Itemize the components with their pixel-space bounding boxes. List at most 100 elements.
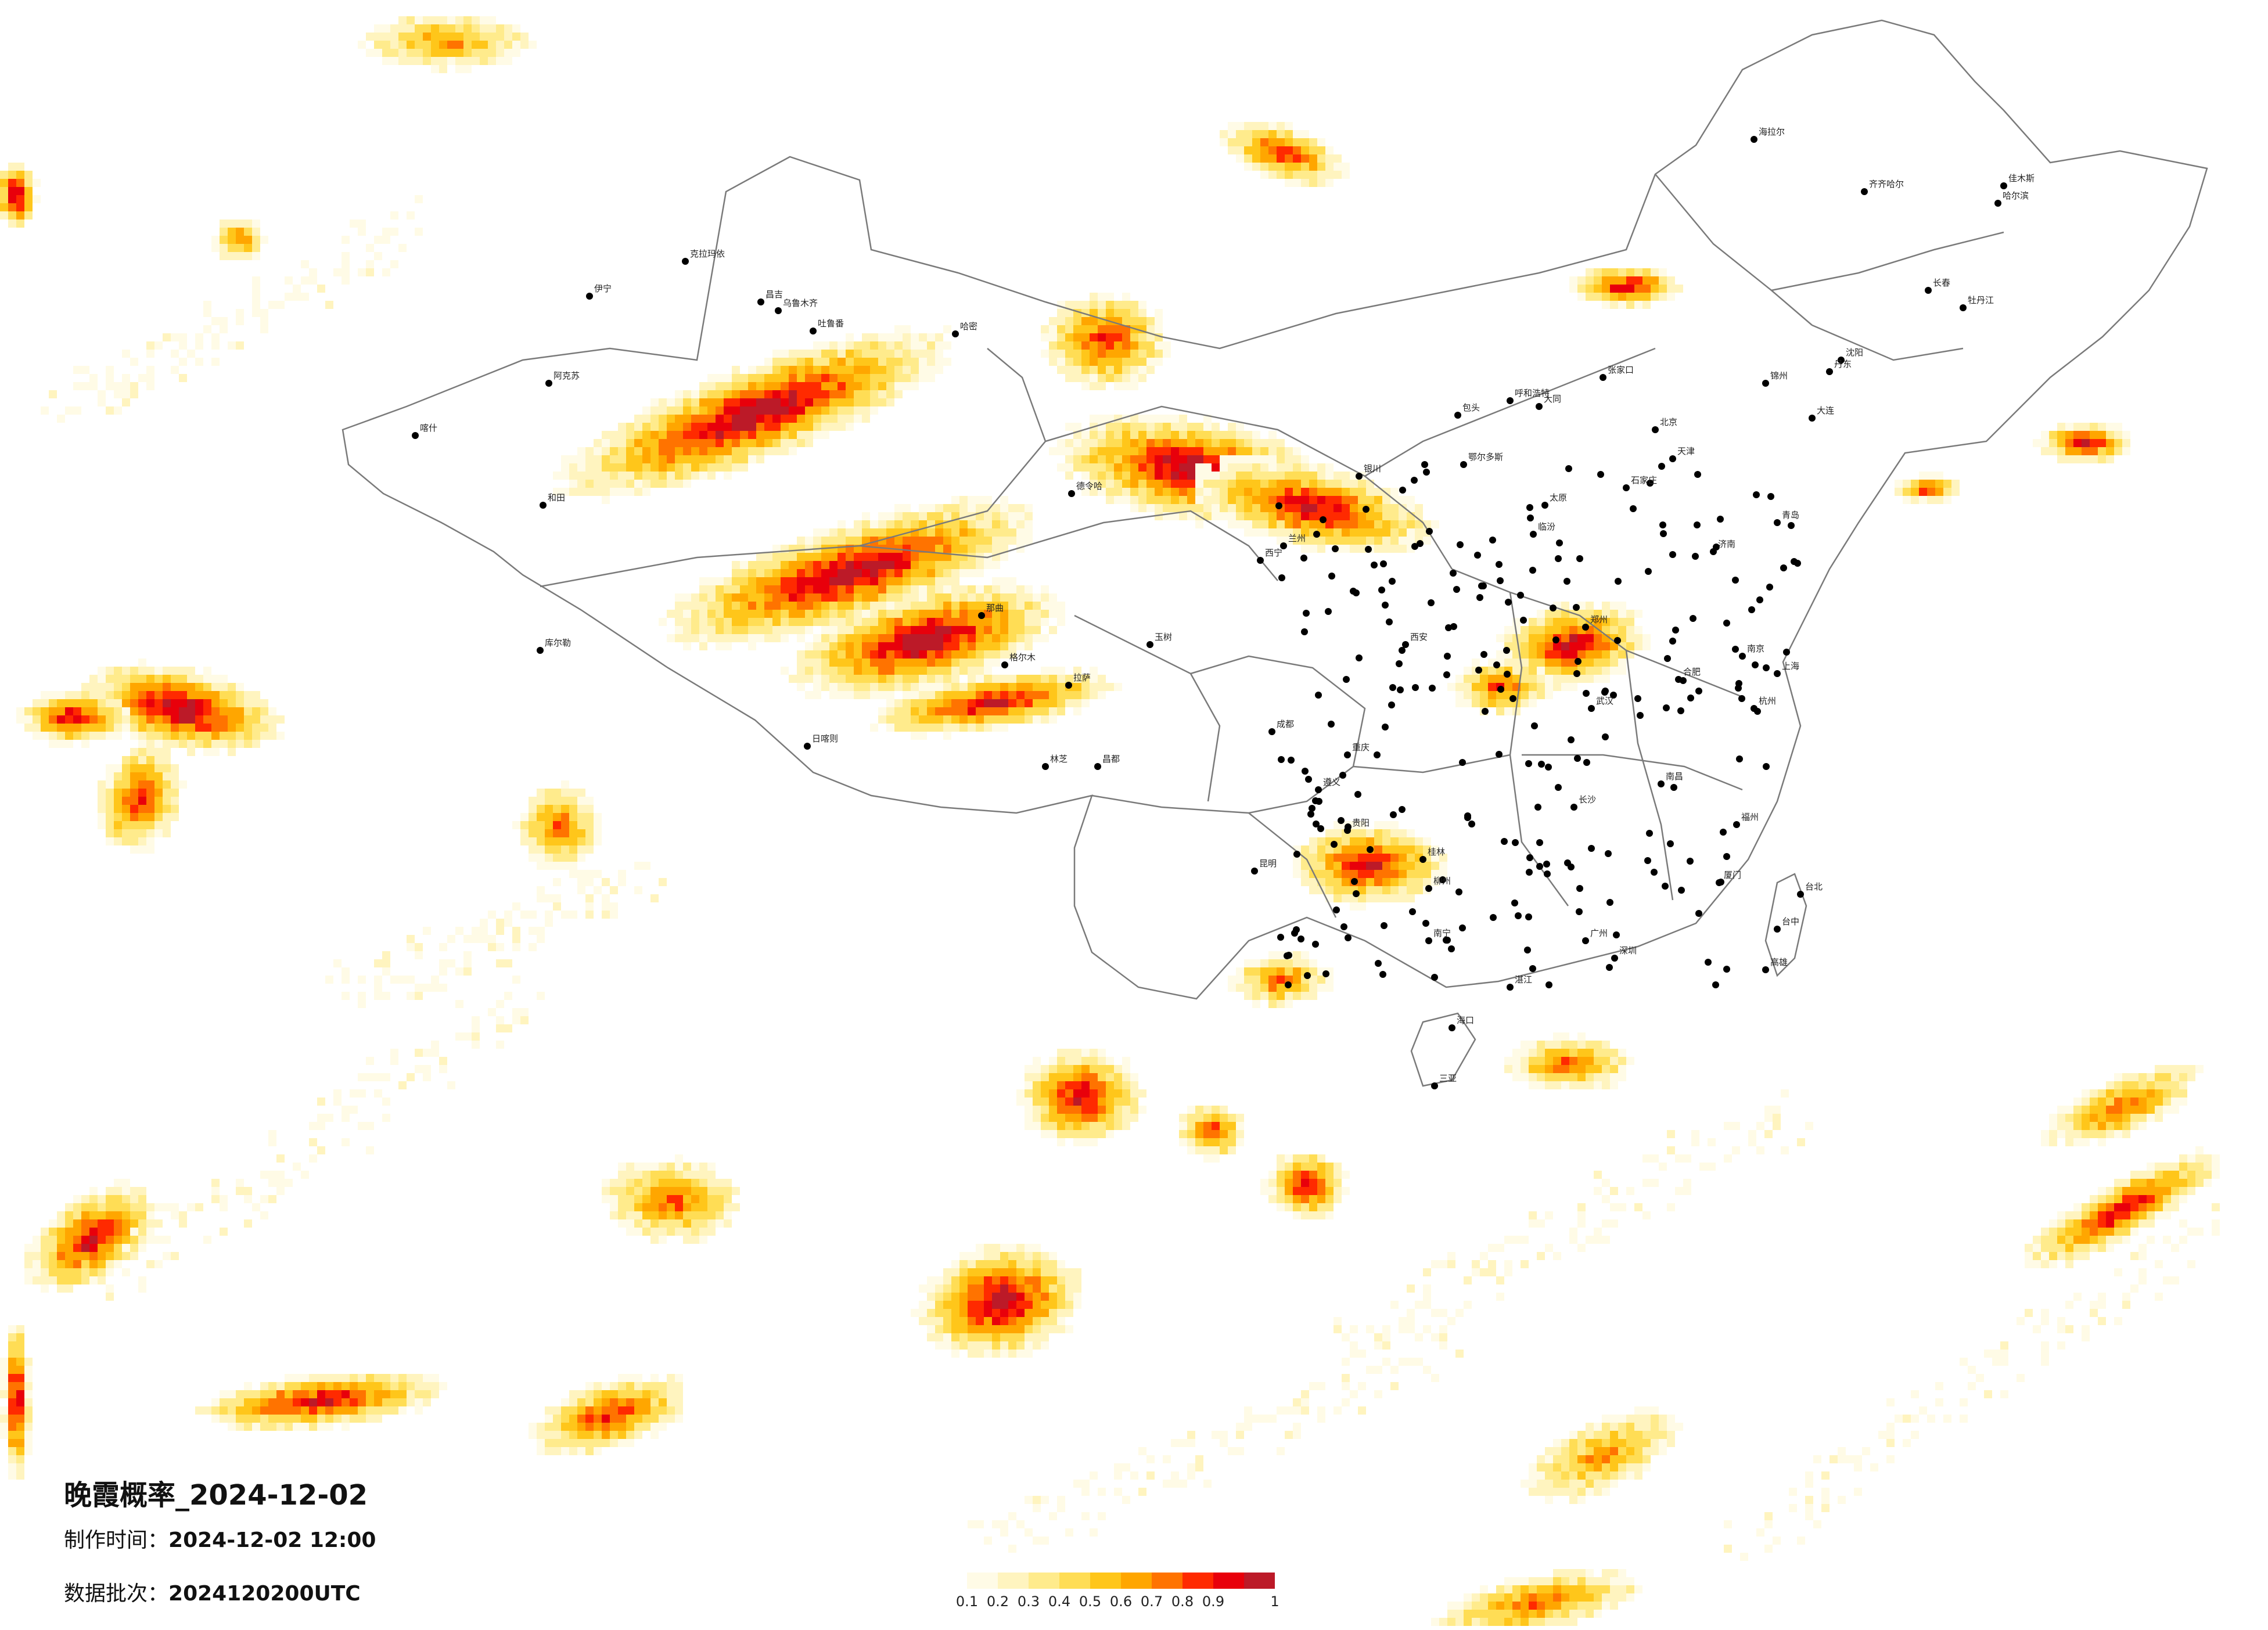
heat-cell	[1512, 1585, 1521, 1593]
heat-cell	[838, 366, 846, 374]
heat-cell	[1268, 480, 1277, 488]
heat-cell	[1252, 472, 1260, 480]
heat-cell	[1000, 1293, 1008, 1301]
heat-cell	[976, 545, 984, 553]
heat-cell	[886, 715, 894, 724]
heat-cell	[1309, 1203, 1317, 1211]
heat-cell	[154, 667, 163, 675]
heat-cell	[2065, 1260, 2073, 1268]
heat-cell	[756, 610, 764, 618]
heat-cell	[1602, 1049, 1610, 1057]
heat-cell	[1130, 463, 1138, 472]
heat-cell	[724, 593, 732, 602]
heat-cell	[1220, 1138, 1228, 1146]
heat-cell	[1472, 1593, 1480, 1602]
heat-cell	[1537, 1455, 1545, 1463]
heat-cell	[561, 1415, 569, 1423]
heat-cell	[2179, 1073, 2187, 1081]
heat-cell	[163, 724, 171, 732]
heat-cell	[1390, 528, 1399, 537]
heat-cell	[1334, 472, 1342, 480]
heat-cell	[163, 748, 171, 756]
heat-cell	[2171, 1195, 2179, 1203]
heat-cell	[1472, 691, 1480, 699]
heat-cell	[610, 463, 618, 472]
heat-cell	[878, 569, 886, 577]
heat-cell	[1407, 520, 1415, 528]
heat-cell	[2114, 447, 2122, 455]
heat-cell	[764, 602, 772, 610]
heat-cell	[1073, 683, 1081, 691]
heat-cell	[431, 16, 439, 24]
heat-cell	[1000, 707, 1008, 715]
heat-cell	[1228, 455, 1236, 463]
heat-cell	[407, 1390, 415, 1398]
heat-cell	[1561, 1032, 1569, 1041]
heat-cell	[1016, 585, 1025, 593]
heat-cell	[943, 561, 951, 569]
heat-cell	[2057, 439, 2065, 447]
heat-cell	[1301, 179, 1309, 187]
heat-cell	[886, 569, 894, 577]
heat-cell	[707, 423, 716, 431]
heat-cell	[699, 447, 707, 455]
heat-cell	[1260, 146, 1268, 154]
heat-cell	[1025, 1073, 1033, 1081]
heat-cell	[797, 415, 805, 423]
heat-cell	[98, 813, 106, 821]
heat-cell	[2163, 1195, 2171, 1203]
heat-cell	[1350, 829, 1358, 837]
heat-cell	[33, 1276, 41, 1284]
heat-cell	[1317, 163, 1325, 171]
heat-cell	[106, 1260, 114, 1268]
heat-cell	[650, 1179, 659, 1187]
heat-cell	[1122, 301, 1130, 309]
heat-cell	[1569, 1057, 1577, 1065]
heat-cell	[1553, 667, 1561, 675]
heat-cell	[943, 1276, 951, 1284]
heat-cell	[1293, 504, 1301, 512]
heat-cell	[1244, 163, 1252, 171]
heat-cell	[49, 1268, 57, 1276]
heat-cell	[821, 398, 829, 406]
heat-cell	[1016, 699, 1025, 707]
heat-cell	[407, 41, 415, 49]
heat-cell	[951, 1260, 959, 1268]
heat-cell	[1618, 1431, 1626, 1439]
heat-cell	[114, 1203, 122, 1211]
heat-cell	[1634, 293, 1642, 301]
heat-cell	[642, 455, 650, 463]
heat-cell	[1041, 1252, 1049, 1260]
heat-cell	[366, 1382, 374, 1390]
heat-cell	[260, 236, 268, 244]
heat-cell	[756, 398, 764, 406]
heat-cell	[98, 699, 106, 707]
heat-cell	[659, 1179, 667, 1187]
heat-cell	[764, 406, 772, 415]
heat-cell	[98, 797, 106, 805]
heat-cell	[789, 350, 797, 358]
heat-cell	[618, 1415, 626, 1423]
heat-cell	[49, 1276, 57, 1284]
heat-cell	[789, 439, 797, 447]
heat-cell	[959, 626, 968, 634]
heat-cell	[203, 732, 211, 740]
heat-cell	[1586, 1593, 1594, 1602]
heat-cell	[699, 585, 707, 593]
heat-cell	[1073, 358, 1081, 366]
heat-cell	[24, 1415, 33, 1423]
heat-cell	[561, 1406, 569, 1415]
heat-cell	[1569, 1618, 1577, 1626]
heat-cell	[602, 1398, 610, 1406]
heat-cell	[1033, 683, 1041, 691]
heat-cell	[1008, 1341, 1016, 1350]
heat-cell	[659, 1382, 667, 1390]
heat-cell	[968, 610, 976, 618]
heat-cell	[1098, 341, 1106, 350]
heat-cell	[659, 1423, 667, 1431]
heat-cell	[24, 1358, 33, 1366]
heat-cell	[951, 1284, 959, 1293]
heat-cell	[1000, 1276, 1008, 1284]
heat-cell	[984, 618, 992, 626]
heat-cell	[2049, 1114, 2057, 1122]
